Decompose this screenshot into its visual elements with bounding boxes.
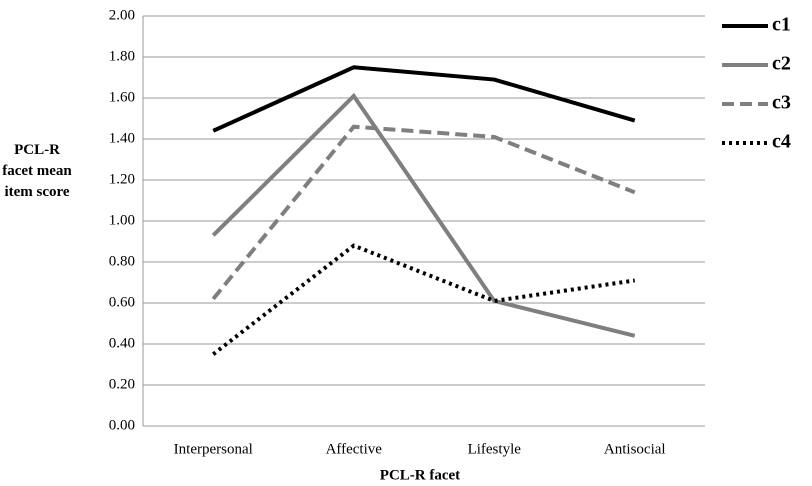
y-tick-label: 0.40 bbox=[109, 335, 135, 351]
y-tick-label: 0.80 bbox=[109, 253, 135, 269]
y-axis-title: PCL-R facet mean item score bbox=[2, 142, 72, 200]
legend-label: c1 bbox=[772, 14, 791, 36]
x-tick-label: Antisocial bbox=[604, 441, 666, 457]
y-tick-label: 0.00 bbox=[109, 417, 135, 433]
y-tick-label: 0.60 bbox=[109, 294, 135, 310]
x-tick-label: Affective bbox=[326, 441, 383, 457]
y-tick-label: 1.00 bbox=[109, 212, 135, 228]
series-line bbox=[212, 65, 636, 133]
y-tick-label: 2.00 bbox=[109, 7, 135, 23]
series-line bbox=[211, 92, 636, 338]
y-tick-label: 1.40 bbox=[109, 130, 135, 146]
y-tick-label: 1.80 bbox=[109, 48, 135, 64]
x-tick-label: Lifestyle bbox=[468, 441, 522, 457]
x-tick-label: Interpersonal bbox=[174, 441, 253, 457]
x-axis-title: PCL-R facet bbox=[380, 467, 460, 483]
legend-label: c3 bbox=[772, 92, 791, 114]
y-tick-label: 1.20 bbox=[109, 171, 135, 187]
legend-label: c2 bbox=[772, 53, 791, 75]
series-line bbox=[211, 124, 636, 301]
y-tick-label: 1.60 bbox=[109, 89, 135, 105]
y-tick-label: 0.20 bbox=[109, 376, 135, 392]
series-line bbox=[212, 243, 636, 356]
legend-label: c4 bbox=[772, 131, 791, 153]
